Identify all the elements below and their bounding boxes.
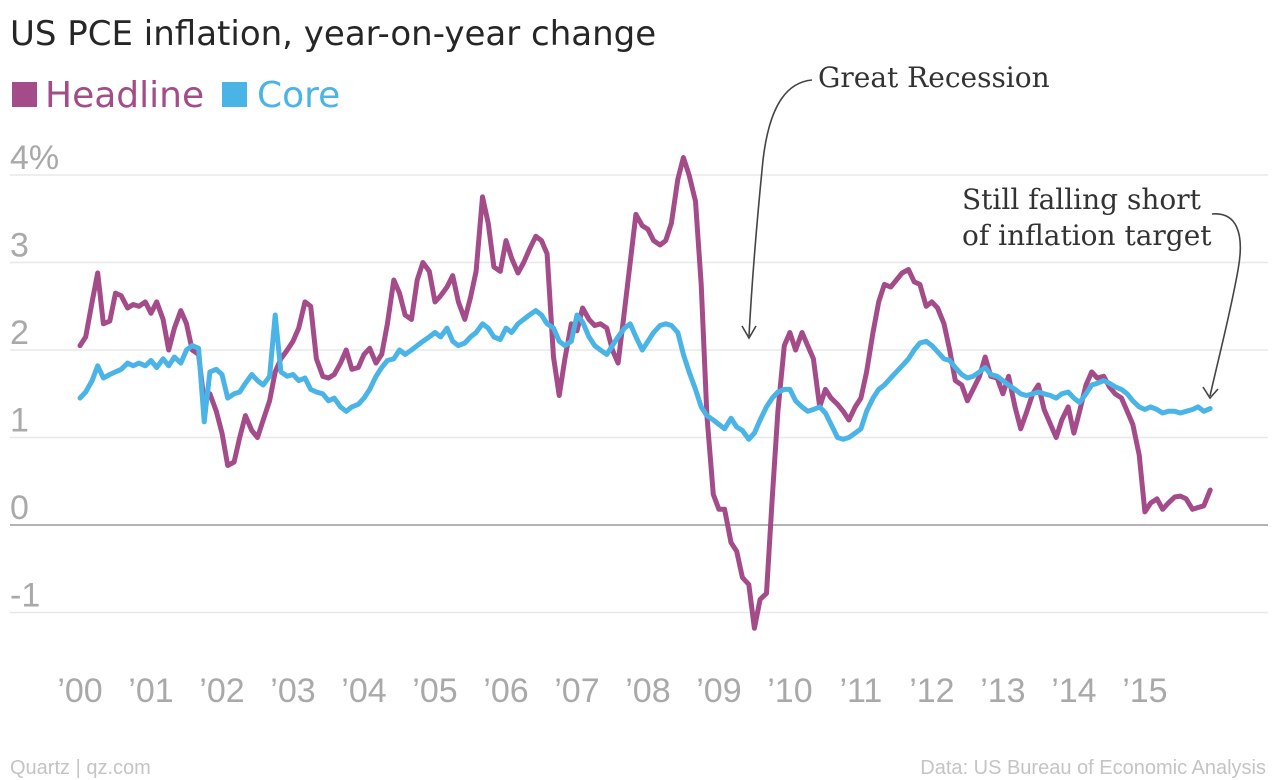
x-tick-label: ’11 (839, 672, 882, 710)
series-lines (77, 155, 1213, 631)
y-tick-label: -1 (10, 577, 40, 615)
x-tick-label: ’03 (270, 672, 315, 710)
y-tick-label: 2 (10, 314, 29, 352)
y-tick-label: 0 (10, 489, 29, 527)
gridlines (10, 174, 1268, 614)
x-tick-label: ’08 (625, 672, 670, 710)
series-line-core (77, 308, 1213, 442)
chart-title: US PCE inflation, year-on-year change (10, 14, 656, 54)
legend-label-headline: Headline (45, 75, 204, 116)
series-line-headline (77, 155, 1213, 631)
annotation-inflation-target-arrow (1209, 213, 1242, 397)
annotation-inflation-target-arrowhead (1202, 386, 1219, 400)
x-tick-label: ’00 (57, 672, 102, 710)
y-tick-label: 3 (10, 227, 29, 265)
x-tick-label: ’09 (696, 672, 741, 710)
annotation-great-recession: Great Recession (741, 61, 1050, 340)
x-tick-label: ’12 (909, 672, 954, 710)
x-tick-label: ’06 (483, 672, 528, 710)
annotation-inflation-target: Still falling short of inflation target (962, 183, 1242, 400)
x-tick-label: ’15 (1122, 672, 1167, 710)
x-tick-label: ’10 (767, 672, 812, 710)
annotation-great-recession-arrow (748, 79, 813, 337)
annotation-inflation-target-line1: Still falling short (962, 183, 1202, 216)
legend-swatch-core (222, 82, 247, 107)
x-tick-label: ’04 (341, 672, 386, 710)
legend-label-core: Core (257, 75, 340, 116)
x-tick-label: ’05 (412, 672, 457, 710)
legend-swatch-headline (12, 82, 37, 107)
y-axis-ticks: 4% 3 2 1 0 -1 (10, 139, 59, 615)
y-tick-label: 1 (10, 402, 29, 440)
footer-source-left: Quartz | qz.com (10, 757, 151, 779)
footer-source-right: Data: US Bureau of Economic Analysis (920, 757, 1266, 779)
x-tick-label: ’07 (554, 672, 599, 710)
x-tick-label: ’13 (980, 672, 1025, 710)
legend: Headline Core (12, 75, 340, 116)
y-tick-label: 4% (10, 139, 59, 177)
x-tick-label: ’01 (128, 672, 173, 710)
annotation-great-recession-text: Great Recession (818, 61, 1050, 94)
x-tick-label: ’02 (199, 672, 244, 710)
annotation-great-recession-arrowhead (741, 325, 757, 340)
x-axis-ticks: ’00 ’01 ’02 ’03 ’04 ’05 ’06 ’07 ’08 ’09 ’10 ’11 ’12 ’… (57, 672, 1167, 710)
x-tick-label: ’14 (1051, 672, 1096, 710)
annotation-inflation-target-line2: of inflation target (962, 219, 1212, 252)
